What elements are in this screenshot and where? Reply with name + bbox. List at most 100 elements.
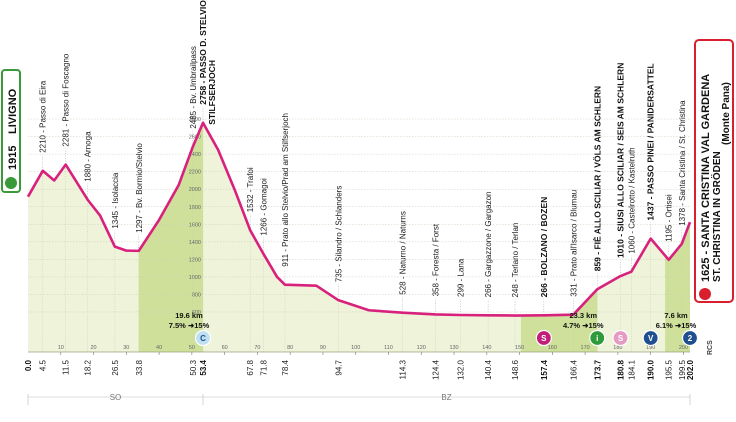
climb-max-gradient: 15%	[588, 321, 603, 330]
marker-letter: S	[618, 334, 624, 343]
km-tick-label: 50.3	[189, 359, 198, 375]
distance-marker-label: 90	[320, 345, 326, 351]
marker-circle	[194, 329, 212, 347]
elevation-tick-label: 600	[192, 310, 201, 316]
km-tick-label: 18.2	[84, 359, 93, 375]
waypoint-label: 1297 - Bv. Bormio/Stelvio	[135, 143, 144, 233]
waypoint-label: 331 - Prato all'Isarco / Blumau	[569, 190, 578, 297]
km-tick-label: 67.8	[246, 359, 255, 375]
climb-gradient: 6.1% ➜15%	[656, 321, 697, 330]
km-tick-label: 148.6	[511, 359, 520, 380]
waypoint-label: 1266 - Gomagoi	[259, 178, 268, 236]
climb-length: 7.6 km	[664, 311, 688, 320]
marker-cima-coppi-icon: C	[194, 329, 212, 347]
distance-marker-label: 120	[417, 345, 426, 351]
elevation-tick-label: 2600	[189, 135, 201, 141]
climb-max-gradient: 15%	[681, 321, 696, 330]
waypoint-label: 1532 - Trafoi	[246, 167, 255, 212]
km-tick-label: 4.5	[39, 359, 48, 371]
marker-letter: V	[648, 334, 654, 343]
km-tick-label: 184.1	[627, 359, 636, 380]
km-tick-label: 114.3	[399, 359, 408, 379]
km-tick-label: 140.4	[484, 359, 493, 380]
km-tick-label: 26.5	[111, 359, 120, 375]
waypoint-label: 2281 - Passo di Foscagno	[62, 53, 71, 146]
elevation-tick-label: 2400	[189, 152, 201, 158]
km-tick-label: 132.0	[457, 359, 466, 380]
waypoint-label: 1345 - Isolaccia	[111, 172, 120, 229]
marker-kom-finish-icon: 2	[681, 329, 699, 347]
marker-letter: i	[596, 334, 598, 343]
km-tick-label: 94.7	[334, 359, 343, 375]
distance-marker-label: 50	[189, 345, 195, 351]
climb-avg-gradient: 6.1%	[656, 321, 673, 330]
marker-sprint-icon: S	[535, 329, 552, 347]
elevation-tick-label: 1400	[189, 240, 201, 246]
climb-gradient-arrow: ➜	[580, 321, 589, 330]
marker-kom-icon: V	[642, 329, 659, 347]
waypoint-label: 1880 - Arnoga	[84, 131, 93, 182]
km-tick-label: 33.8	[135, 359, 144, 375]
province-label: BZ	[441, 393, 451, 402]
waypoint-label: 2210 - Passo di Eira	[39, 80, 48, 153]
waypoint-label: 299 - Lana	[457, 258, 466, 297]
elevation-tick-label: 1600	[189, 222, 201, 228]
elevation-tick-label: 1200	[189, 257, 201, 263]
km-tick-label: 173.7	[593, 359, 602, 380]
distance-marker-label: 30	[123, 345, 129, 351]
waypoint-label: 1378 - Santa Cristina / St. Christina	[678, 100, 687, 226]
climb-avg-gradient: 4.7%	[563, 321, 580, 330]
distance-marker-label: 150	[515, 345, 524, 351]
km-tick-label: 190.0	[647, 359, 656, 380]
elevation-tick-label: 1800	[189, 205, 201, 211]
climb-length: 23.3 km	[569, 311, 597, 320]
finish-line1: 1625 - SANTA CRISTINA VAL GARDENA	[700, 74, 712, 282]
km-tick-label: 71.8	[259, 359, 268, 375]
marker-circle	[612, 329, 629, 347]
distance-marker-label: 140	[482, 345, 491, 351]
distance-marker-label: 130	[449, 345, 458, 351]
elevation-tick-label: 2000	[189, 187, 201, 193]
distance-marker-label: 180	[613, 345, 622, 351]
marker-circle	[642, 329, 659, 347]
climb-length: 19.6 km	[175, 311, 203, 320]
km-tick-label: 180.8	[617, 359, 626, 380]
climb-gradient-arrow: ➜	[186, 321, 195, 330]
marker-letter: S	[541, 334, 547, 343]
waypoint-label: 1195 - Ortisei	[665, 194, 674, 242]
climb-gradient-arrow: ➜	[673, 321, 682, 330]
finish-line3: (Monte Pana)	[721, 82, 732, 145]
climb-avg-gradient: 7.5%	[169, 321, 186, 330]
finish-label-group: 1625 - SANTA CRISTINA VAL GARDENA ST. CHR…	[694, 39, 734, 303]
marker-letter: C	[200, 334, 206, 343]
elevation-tick-label: 2800	[189, 117, 201, 123]
profile-line	[26, 121, 692, 317]
km-tick-label: 11.5	[62, 359, 71, 375]
distance-marker-label: 110	[384, 345, 393, 351]
km-tick-label: 199.5	[678, 359, 687, 380]
km-tick-label: 78.4	[281, 359, 290, 375]
waypoint-label: 1060 - Castelrotto / Kastelruth	[627, 147, 636, 253]
finish-line2: ST. CHRISTINA IN GRÖDEN	[710, 151, 723, 282]
distance-marker-label: 20	[90, 345, 96, 351]
marker-circle	[589, 329, 606, 347]
distance-marker-label: 170	[581, 345, 590, 351]
start-label-group: 1915 LIVIGNO	[1, 69, 21, 193]
climb-gradient: 7.5% ➜15%	[169, 321, 210, 330]
start-altitude: 1915	[7, 146, 19, 170]
finish-flag-icon	[699, 288, 711, 300]
waypoint-label: 1437 - PASSO PINEI / PANIDERSATTEL	[646, 63, 656, 220]
climb-gradient: 4.7% ➜15%	[563, 321, 604, 330]
marker-letter: 2	[688, 334, 693, 343]
marker-circle	[681, 329, 699, 347]
waypoint-label: 528 - Naturno / Naturns	[399, 211, 408, 295]
distance-marker-label: 160	[548, 345, 557, 351]
waypoint-label: 2485 - Bv. Umbrailpass	[189, 46, 198, 129]
distance-marker-label: 60	[222, 345, 228, 351]
waypoint-label: 735 - Silandro / Schlanders	[334, 186, 343, 283]
marker-circle	[535, 329, 552, 347]
start-box	[1, 69, 21, 193]
waypoint-label: 266 - BOLZANO / BOZEN	[539, 197, 549, 298]
